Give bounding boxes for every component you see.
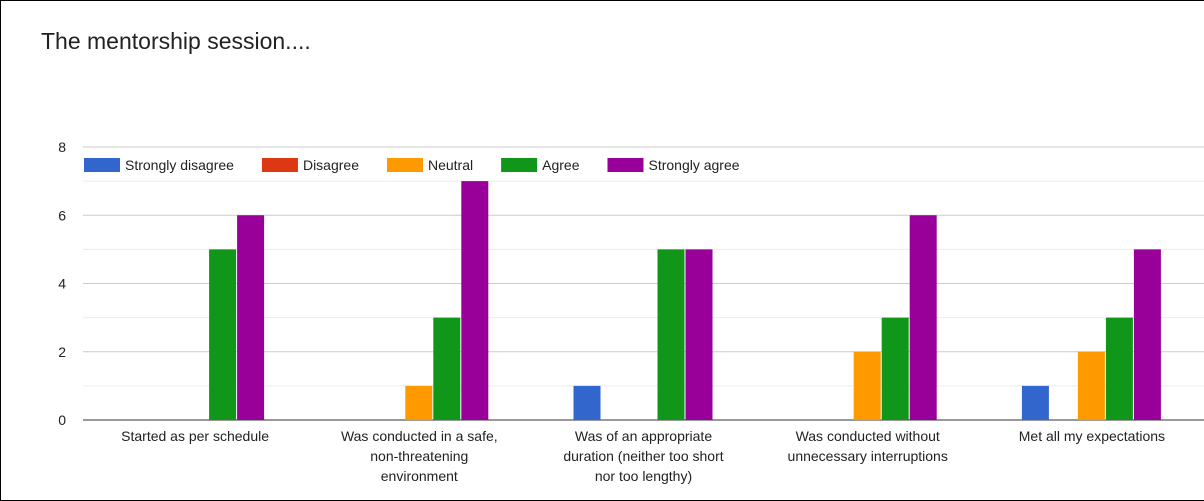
bar-agree	[657, 249, 685, 420]
chart-title: The mentorship session....	[41, 28, 311, 54]
x-tick-label: Met all my expectations	[1019, 428, 1165, 444]
y-tick-label: 4	[58, 276, 66, 292]
x-tick-label: Was conducted without	[796, 428, 940, 444]
legend-label: Strongly disagree	[125, 157, 234, 173]
x-tick-label: nor too lengthy)	[595, 468, 692, 484]
bar-strongly-disagree	[573, 385, 601, 420]
bar-strongly-agree	[909, 215, 937, 420]
bar-agree	[881, 317, 909, 420]
legend-swatch	[84, 158, 120, 172]
y-axis-ticks: 0 2 4 6 8	[58, 139, 66, 428]
legend: Strongly disagree Disagree Neutral Agree Str…	[84, 157, 740, 173]
x-tick-label: duration (neither too short	[563, 448, 723, 464]
y-tick-label: 6	[58, 207, 66, 223]
bar-strongly-agree	[685, 249, 713, 420]
bar-neutral	[1077, 351, 1105, 420]
x-tick-label: non-threatening	[370, 448, 468, 464]
legend-label: Strongly agree	[648, 157, 739, 173]
x-axis-labels: Started as per schedule Was conducted in …	[121, 428, 1165, 484]
x-tick-label: Was of an appropriate	[575, 428, 712, 444]
bar-strongly-agree	[1133, 249, 1161, 420]
y-tick-label: 2	[58, 344, 66, 360]
gridlines	[83, 146, 1204, 421]
y-tick-label: 0	[58, 412, 66, 428]
y-tick-label: 8	[58, 139, 66, 155]
bar-strongly-disagree	[1021, 385, 1049, 420]
x-tick-label: Was conducted in a safe,	[341, 428, 498, 444]
bar-agree	[1105, 317, 1133, 420]
bar-neutral	[853, 351, 881, 420]
x-tick-label: environment	[381, 468, 458, 484]
bar-strongly-agree	[461, 181, 489, 420]
legend-label: Neutral	[428, 157, 473, 173]
x-tick-label: Started as per schedule	[121, 428, 269, 444]
legend-label: Agree	[542, 157, 580, 173]
legend-swatch	[261, 158, 298, 172]
legend-swatch	[386, 158, 423, 172]
legend-label: Disagree	[303, 157, 359, 173]
bars	[209, 181, 1161, 420]
legend-swatch	[607, 158, 644, 172]
legend-swatch	[501, 158, 538, 172]
bar-agree	[433, 317, 461, 420]
x-tick-label: unnecessary interruptions	[788, 448, 948, 464]
bar-strongly-agree	[237, 215, 265, 420]
bar-neutral	[405, 385, 433, 420]
bar-agree	[209, 249, 237, 420]
